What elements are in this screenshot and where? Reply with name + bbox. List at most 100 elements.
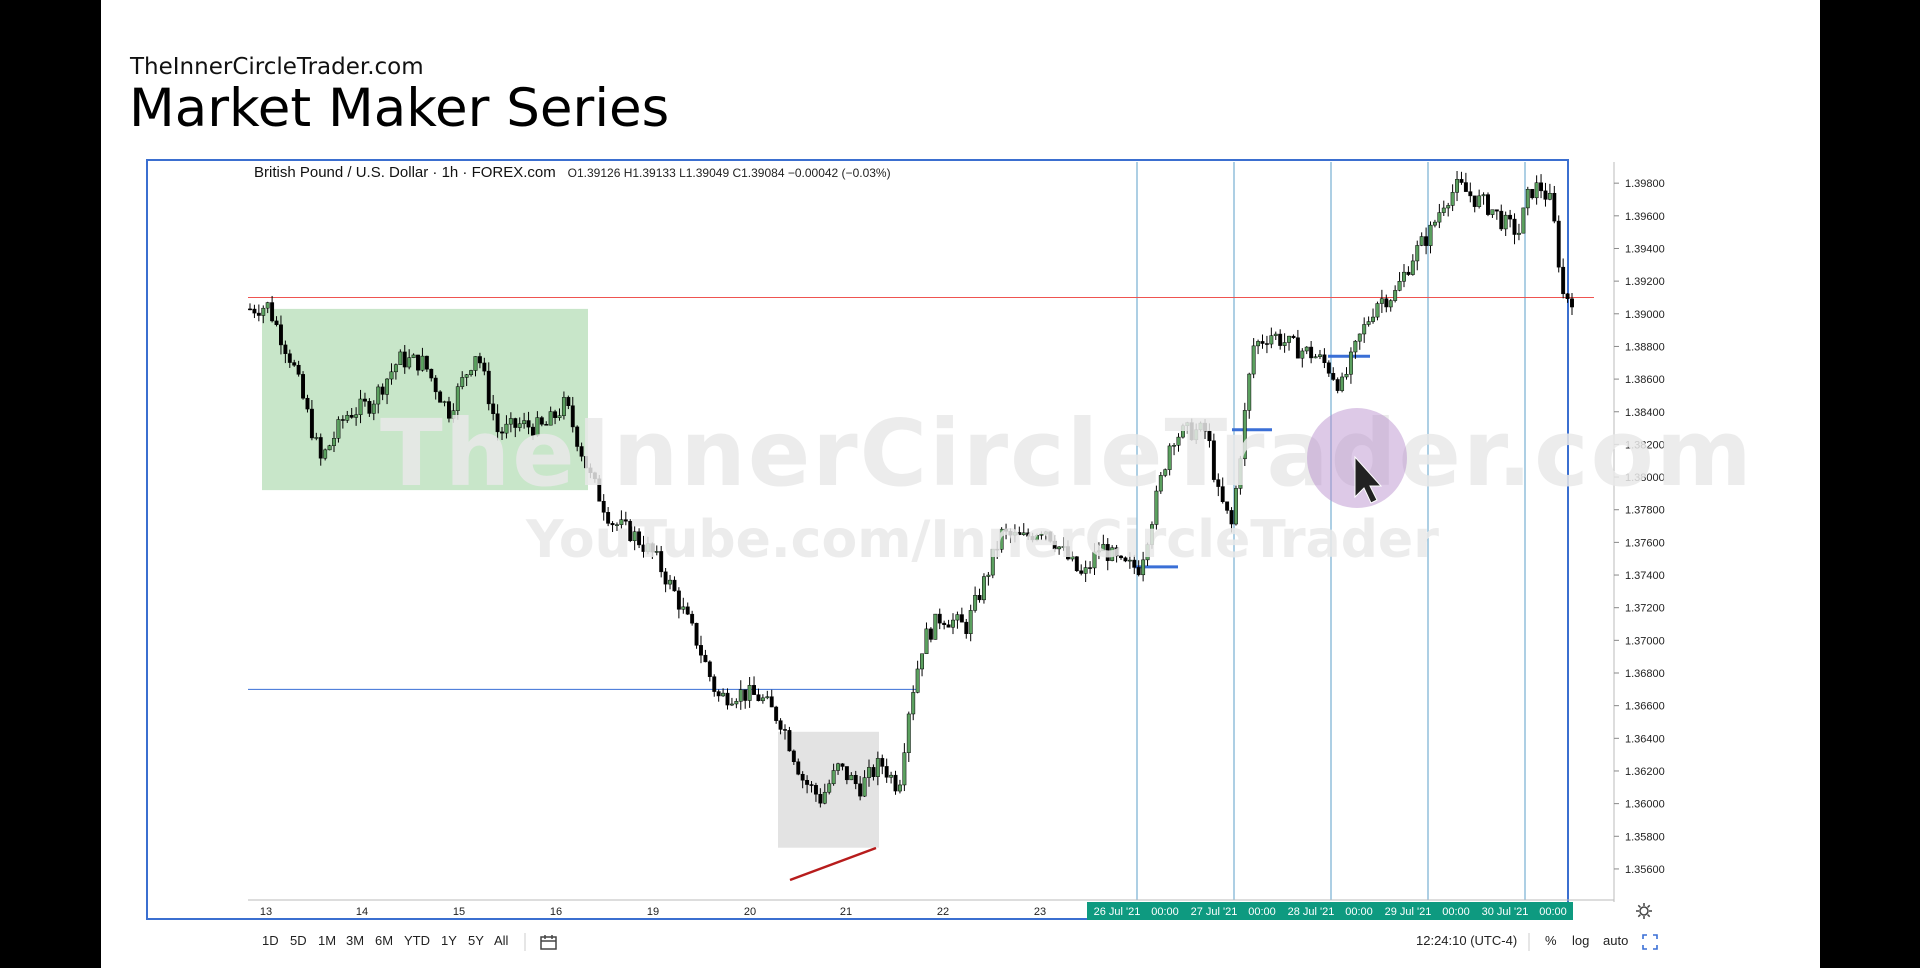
ohlc-readout: O1.39126 H1.39133 L1.39049 C1.39084 −0.0… [567, 166, 891, 180]
watermark-site: TheInnerCircleTrader.com [380, 400, 1754, 507]
candle-body [924, 628, 929, 654]
candle-body [535, 417, 540, 436]
candle-body [1154, 490, 1159, 525]
timeframe-1m[interactable]: 1M [318, 933, 337, 948]
timeframe-5d[interactable]: 5D [290, 933, 307, 948]
candle-body [1273, 333, 1278, 336]
candle-body [659, 551, 664, 573]
log-toggle[interactable]: log [1572, 933, 1590, 948]
candle-body [738, 689, 743, 702]
candle-body [270, 302, 275, 322]
candle-body [402, 351, 407, 368]
candle-body [875, 758, 880, 777]
candle-body [464, 374, 469, 378]
candle-body [1035, 535, 1039, 541]
y-tick-label: 1.38600 [1625, 374, 1665, 386]
candle-body [1167, 445, 1172, 470]
candle-body [654, 551, 659, 553]
candle-body [354, 414, 359, 418]
candle-body [1459, 179, 1464, 183]
timeframe-ytd[interactable]: YTD [404, 933, 430, 948]
candle-body [1101, 544, 1106, 552]
candle-body [822, 791, 827, 804]
candle-body [508, 418, 513, 425]
candle-body [522, 420, 527, 425]
symbol-label[interactable]: British Pound / U.S. Dollar · 1h · FOREX… [254, 164, 556, 181]
x-tick-label-highlighted: 26 Jul '21 [1094, 906, 1141, 918]
candle-body [429, 368, 434, 379]
y-tick-label: 1.35800 [1625, 831, 1665, 843]
candle-body [1220, 486, 1225, 503]
candle-body [928, 628, 933, 640]
candle-body [473, 356, 478, 371]
candle-body [641, 544, 646, 552]
fullscreen-icon[interactable] [1642, 934, 1658, 950]
toolbar-divider [524, 933, 526, 951]
candle-body [566, 397, 571, 406]
candle-body [1008, 531, 1013, 536]
candle-body [1353, 340, 1358, 353]
candle-body [729, 703, 734, 706]
candle-body [1565, 293, 1570, 300]
candle-body [601, 500, 606, 513]
candle-body [389, 371, 394, 380]
candle-body [681, 606, 686, 610]
candle-body [1384, 298, 1389, 308]
site-caption: TheInnerCircleTrader.com [130, 54, 424, 80]
timeframe-1y[interactable]: 1Y [441, 933, 457, 948]
candle-body [610, 523, 615, 526]
candle-body [252, 308, 257, 314]
candle-body [318, 437, 323, 459]
candle-body [1052, 540, 1057, 550]
gear-icon[interactable] [1636, 903, 1652, 919]
candle-body [951, 619, 955, 628]
candle-body [699, 645, 703, 656]
timeframe-1d[interactable]: 1D [262, 933, 279, 948]
candle-body [1048, 531, 1053, 542]
percent-toggle[interactable]: % [1545, 933, 1557, 948]
candle-body [539, 417, 544, 425]
timeframe-5y[interactable]: 5Y [468, 933, 484, 948]
calendar-range-icon[interactable] [540, 935, 558, 951]
candle-body [1499, 210, 1504, 230]
status-divider [1528, 933, 1530, 951]
candle-body [783, 729, 787, 731]
candle-body [1534, 182, 1539, 199]
candle-body [592, 472, 597, 480]
timeframe-all[interactable]: All [494, 933, 509, 948]
candle-body [902, 752, 907, 786]
candle-body [915, 668, 920, 693]
candle-body [721, 692, 726, 697]
candle-body [296, 364, 301, 375]
candle-body [557, 415, 562, 418]
candle-body [959, 614, 964, 623]
candle-body [1397, 281, 1402, 291]
candle-body [495, 413, 500, 433]
auto-toggle[interactable]: auto [1603, 933, 1629, 948]
candle-body [906, 713, 911, 753]
y-tick-label: 1.39800 [1625, 178, 1665, 190]
candle-body [274, 320, 279, 325]
timeframe-3m[interactable]: 3M [346, 933, 365, 948]
candle-body [1486, 194, 1490, 215]
candle-body [672, 579, 677, 592]
candle-body [707, 661, 712, 677]
candle-body [1287, 335, 1291, 343]
candle-body [411, 354, 416, 358]
clock-readout[interactable]: 12:24:10 (UTC-4) [1416, 933, 1518, 948]
x-tick-label-highlighted: 00:00 [1345, 906, 1373, 918]
candle-body [619, 519, 624, 525]
candle-body [1021, 532, 1026, 535]
candle-body [1141, 559, 1146, 576]
candle-body [1079, 570, 1084, 574]
candle-body [800, 773, 805, 781]
candle-body [1039, 533, 1044, 536]
x-tick-label: 21 [840, 906, 852, 918]
candle-body [575, 426, 580, 447]
candle-body [1136, 567, 1141, 576]
candle-body [1441, 207, 1446, 213]
candle-body [1026, 532, 1031, 537]
timeframe-6m[interactable]: 6M [375, 933, 394, 948]
candle-body [248, 308, 252, 311]
